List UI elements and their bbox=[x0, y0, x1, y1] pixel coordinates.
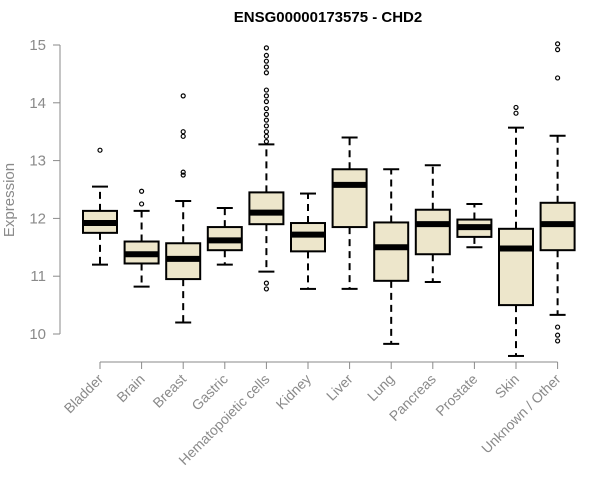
outlier-point bbox=[554, 338, 561, 344]
outlier-point bbox=[97, 147, 103, 153]
outlier-point bbox=[263, 111, 269, 117]
y-axis: 10 11 12 13 14 15 bbox=[29, 37, 61, 343]
iqr-box bbox=[373, 221, 410, 282]
x-tick-label: Prostate bbox=[432, 371, 480, 419]
x-tick-label: Brain bbox=[113, 371, 147, 405]
y-axis-label: Expression bbox=[1, 163, 18, 237]
outlier-point bbox=[263, 64, 269, 70]
outlier-point bbox=[263, 138, 269, 145]
outlier-point bbox=[263, 286, 269, 292]
iqr-box bbox=[248, 191, 285, 226]
outlier-point bbox=[263, 87, 269, 93]
x-tick-label: Bladder bbox=[61, 371, 107, 417]
x-tick-label: Unknown / Other bbox=[478, 371, 564, 457]
iqr-box bbox=[331, 168, 368, 229]
box-prostate bbox=[456, 202, 493, 249]
x-tick-label: Kidney bbox=[273, 371, 315, 413]
boxes bbox=[82, 41, 576, 357]
outlier-point bbox=[263, 123, 269, 129]
outlier-point bbox=[139, 188, 145, 194]
y-tick-label: 11 bbox=[30, 268, 46, 285]
outlier-point bbox=[263, 70, 269, 76]
x-tick-label: Liver bbox=[323, 371, 356, 404]
outlier-point bbox=[263, 93, 269, 99]
outlier-point bbox=[263, 58, 269, 64]
outlier-point bbox=[513, 104, 519, 111]
x-tick-label: Breast bbox=[149, 371, 189, 411]
iqr-box bbox=[414, 208, 451, 256]
y-tick-label: 12 bbox=[29, 210, 46, 227]
box-pancreas bbox=[414, 164, 451, 283]
y-tick-label: 13 bbox=[29, 153, 46, 170]
outlier-point bbox=[554, 332, 561, 338]
outlier-point bbox=[180, 93, 186, 99]
outlier-point bbox=[554, 41, 561, 47]
outlier-point bbox=[180, 133, 186, 139]
outlier-point bbox=[554, 47, 561, 53]
outlier-point bbox=[263, 45, 269, 51]
outlier-point bbox=[263, 280, 269, 286]
x-tick-label: Lung bbox=[364, 371, 397, 404]
box-skin bbox=[498, 104, 534, 357]
box-hematopoietic-cells bbox=[248, 45, 285, 292]
outlier-point bbox=[554, 75, 561, 81]
chart-title: ENSG00000173575 - CHD2 bbox=[234, 9, 422, 26]
outlier-point bbox=[180, 169, 186, 175]
iqr-box bbox=[498, 227, 534, 307]
outlier-point bbox=[263, 129, 269, 135]
outlier-point bbox=[139, 201, 145, 207]
outlier-point bbox=[263, 105, 269, 112]
outlier-point bbox=[263, 99, 269, 105]
outlier-point bbox=[180, 129, 186, 135]
y-tick-label: 15 bbox=[29, 37, 46, 54]
y-tick-label: 10 bbox=[29, 326, 46, 343]
outlier-point bbox=[263, 117, 269, 123]
y-tick-label: 14 bbox=[29, 95, 46, 112]
outlier-point bbox=[554, 324, 561, 330]
x-tick-label: Skin bbox=[492, 371, 523, 402]
box-bladder bbox=[82, 147, 118, 266]
box-liver bbox=[331, 136, 368, 290]
box-brain bbox=[123, 188, 160, 288]
outlier-point bbox=[180, 172, 186, 178]
outlier-point bbox=[263, 52, 269, 59]
box-breast bbox=[165, 93, 202, 324]
box-kidney bbox=[290, 192, 326, 290]
box-lung bbox=[373, 168, 410, 345]
box-unknown-other bbox=[539, 41, 576, 344]
box-gastric bbox=[206, 206, 243, 266]
outlier-point bbox=[513, 110, 519, 116]
outlier-point bbox=[263, 133, 269, 139]
